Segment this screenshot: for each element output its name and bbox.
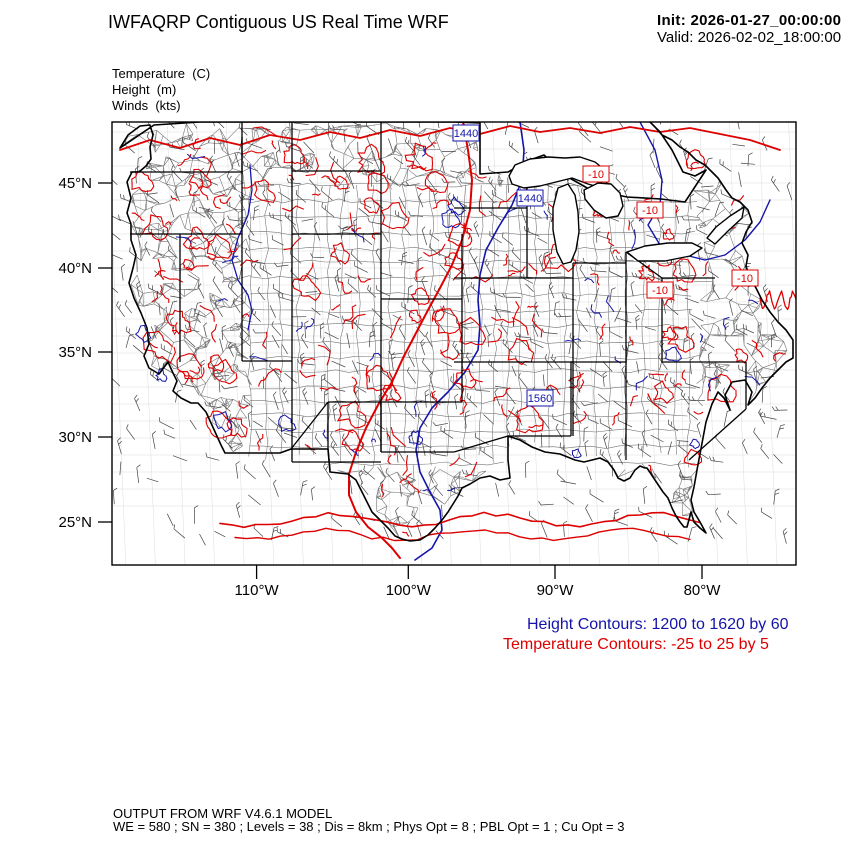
svg-text:100°W: 100°W [386,582,432,599]
svg-text:90°W: 90°W [537,582,575,599]
svg-text:-10: -10 [588,169,604,181]
svg-text:1440: 1440 [454,128,478,140]
svg-text:1440: 1440 [518,193,542,205]
svg-text:-10: -10 [652,285,668,297]
svg-text:25°N: 25°N [58,514,92,531]
svg-text:80°W: 80°W [684,582,722,599]
svg-text:1560: 1560 [528,393,552,405]
svg-text:110°W: 110°W [235,582,280,599]
svg-text:-10: -10 [642,205,658,217]
svg-text:40°N: 40°N [58,260,92,277]
svg-text:-10: -10 [737,273,753,285]
svg-text:30°N: 30°N [58,429,92,446]
svg-text:45°N: 45°N [58,175,92,192]
svg-text:35°N: 35°N [58,344,92,361]
